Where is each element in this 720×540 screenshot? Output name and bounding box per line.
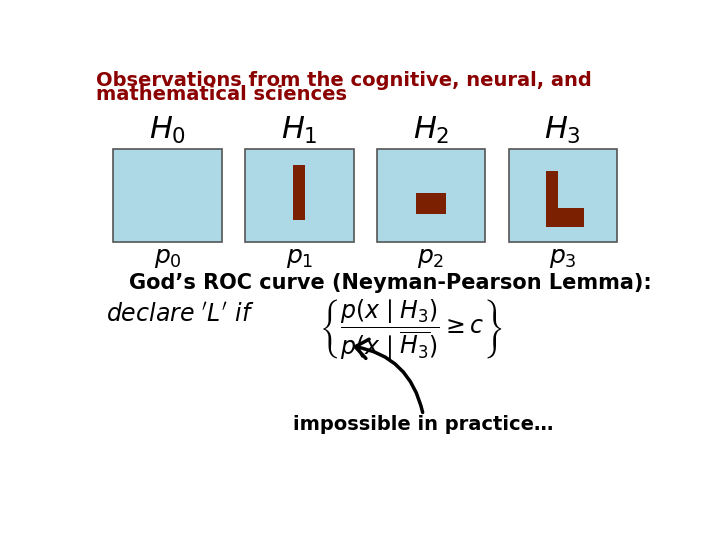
- Text: $p_0$: $p_0$: [153, 247, 181, 269]
- Text: $p_3$: $p_3$: [549, 247, 577, 269]
- FancyArrowPatch shape: [355, 339, 423, 413]
- Text: God’s ROC curve (Neyman-Pearson Lemma):: God’s ROC curve (Neyman-Pearson Lemma):: [129, 273, 652, 293]
- Bar: [245, 150, 354, 242]
- Bar: [416, 193, 446, 214]
- Text: $\left\{\dfrac{p(x\mid H_3)}{p(x\mid \overline{H_3})}\geq c\right\}$: $\left\{\dfrac{p(x\mid H_3)}{p(x\mid \ov…: [319, 298, 503, 362]
- Bar: [377, 150, 485, 242]
- Text: $p_2$: $p_2$: [418, 247, 445, 269]
- Bar: [546, 208, 585, 226]
- Bar: [293, 165, 305, 220]
- Text: $H_3$: $H_3$: [544, 114, 581, 146]
- Text: $H_2$: $H_2$: [413, 114, 449, 146]
- Text: mathematical sciences: mathematical sciences: [96, 85, 347, 104]
- Bar: [113, 150, 222, 242]
- Text: $\mathit{declare}\ \mathit{'L'}\ \mathit{if}$: $\mathit{declare}\ \mathit{'L'}\ \mathit…: [106, 303, 254, 327]
- Bar: [508, 150, 617, 242]
- Text: impossible in practice…: impossible in practice…: [293, 415, 554, 434]
- Bar: [546, 171, 558, 226]
- Text: $H_1$: $H_1$: [281, 114, 318, 146]
- Text: $H_0$: $H_0$: [149, 114, 186, 146]
- Text: $p_1$: $p_1$: [286, 247, 313, 269]
- Text: Observations from the cognitive, neural, and: Observations from the cognitive, neural,…: [96, 71, 592, 90]
